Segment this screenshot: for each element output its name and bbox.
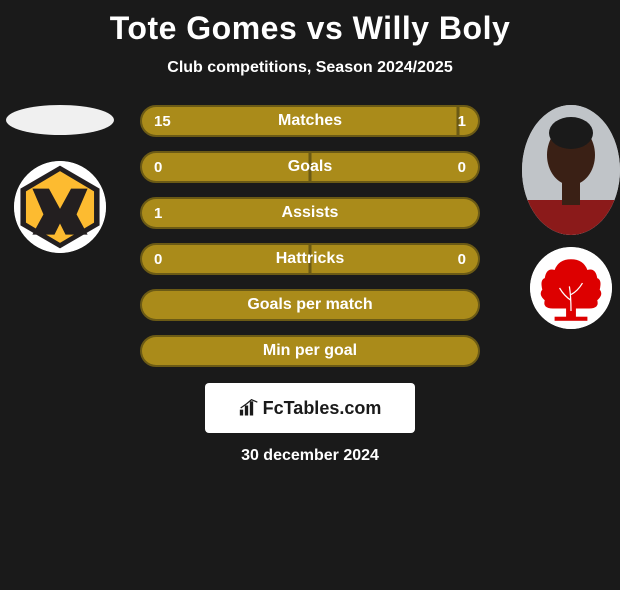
player-left-column bbox=[6, 105, 114, 253]
stat-value-right: 1 bbox=[458, 107, 466, 135]
stat-label: Min per goal bbox=[142, 337, 478, 365]
stat-bar-1: Goals0 0 bbox=[140, 151, 480, 183]
stat-label: Goals per match bbox=[142, 291, 478, 319]
stat-bar-4: Goals per match bbox=[140, 289, 480, 321]
brand-text: FcTables.com bbox=[263, 398, 382, 419]
stat-value-left: 15 bbox=[154, 107, 171, 135]
stat-bar-3: Hattricks0 0 bbox=[140, 243, 480, 275]
stat-value-left: 1 bbox=[154, 199, 162, 227]
club-badge-right bbox=[530, 247, 612, 329]
stat-bars: Matches151Goals00Assists1Hattricks00Goal… bbox=[140, 105, 480, 367]
date-text: 30 december 2024 bbox=[0, 447, 620, 465]
stat-value-right: 0 bbox=[458, 153, 466, 181]
comparison-main: Matches151Goals00Assists1Hattricks00Goal… bbox=[0, 105, 620, 367]
stat-label: Goals bbox=[142, 153, 478, 181]
stat-label: Assists bbox=[142, 199, 478, 227]
stat-bar-2: Assists1 bbox=[140, 197, 480, 229]
stat-label: Matches bbox=[142, 107, 478, 135]
page-title: Tote Gomes vs Willy Boly bbox=[0, 10, 620, 47]
player-photo-icon bbox=[522, 105, 620, 235]
stat-value-right: 0 bbox=[458, 245, 466, 273]
stat-value-left: 0 bbox=[154, 153, 162, 181]
subtitle: Club competitions, Season 2024/2025 bbox=[0, 59, 620, 77]
wolves-icon bbox=[14, 161, 106, 253]
stat-label: Hattricks bbox=[142, 245, 478, 273]
player-right-column bbox=[522, 105, 620, 329]
forest-icon bbox=[530, 247, 612, 329]
stat-bar-0: Matches15 1 bbox=[140, 105, 480, 137]
player-left-photo bbox=[6, 105, 114, 135]
club-badge-left bbox=[14, 161, 106, 253]
stat-value-left: 0 bbox=[154, 245, 162, 273]
brand-badge[interactable]: FcTables.com bbox=[205, 383, 415, 433]
player-right-photo bbox=[522, 105, 620, 235]
chart-icon bbox=[239, 399, 259, 417]
stat-bar-5: Min per goal bbox=[140, 335, 480, 367]
